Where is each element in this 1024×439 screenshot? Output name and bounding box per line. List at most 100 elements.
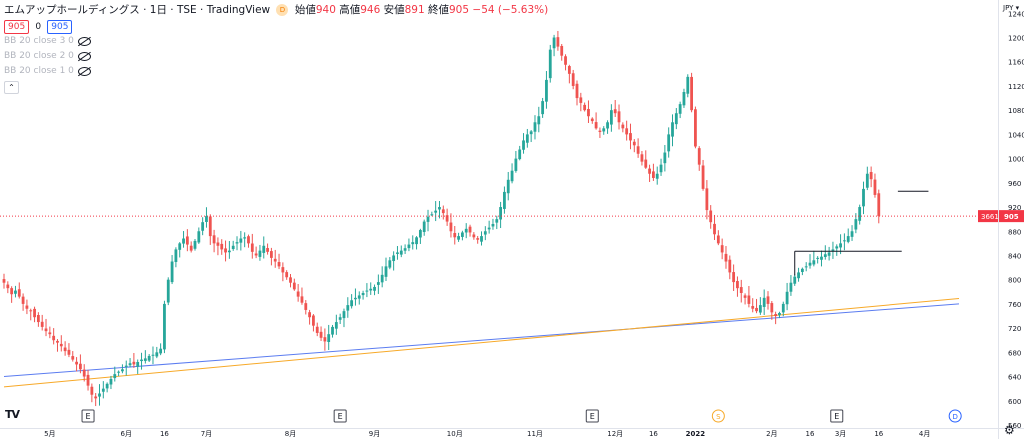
x-tick-label: 16 xyxy=(649,430,658,438)
x-tick-label: 12月 xyxy=(607,430,623,438)
candle-body xyxy=(816,257,820,259)
candle-body xyxy=(235,242,239,244)
candle-body xyxy=(625,128,629,135)
candle-body xyxy=(617,111,621,123)
chart-legend: エムアップホールディングス · 1日 · TSE · TradingView D… xyxy=(4,3,548,95)
candle-body xyxy=(132,361,136,365)
candle-body xyxy=(331,326,334,335)
candle-body xyxy=(52,335,56,341)
candle-body xyxy=(785,291,789,305)
candle-body xyxy=(678,104,682,114)
candle-body xyxy=(472,234,476,238)
plot-area xyxy=(0,0,998,428)
candle-body xyxy=(380,274,384,283)
candle-body xyxy=(426,216,430,222)
candle-body xyxy=(342,311,346,319)
candle-body xyxy=(403,248,407,251)
candle-body xyxy=(296,291,300,297)
candle-body xyxy=(277,262,281,267)
gear-icon[interactable]: ⚙ xyxy=(1004,423,1015,437)
candle-body xyxy=(376,282,380,285)
candle-body xyxy=(850,231,854,237)
candle-body xyxy=(541,101,545,115)
candle-body xyxy=(254,253,258,256)
candle-body xyxy=(655,173,659,179)
tradingview-logo-icon: TV xyxy=(5,408,20,421)
x-tick-label: 7月 xyxy=(201,430,212,438)
candle-body xyxy=(789,282,793,292)
candle-body xyxy=(14,290,17,294)
candle-body xyxy=(644,159,648,168)
candle-body xyxy=(159,348,163,354)
earnings-marker-label: E xyxy=(590,412,595,421)
candle-body xyxy=(525,134,529,143)
sell-price-box[interactable]: 905 xyxy=(4,20,30,34)
candle-body xyxy=(831,249,835,251)
candle-body xyxy=(812,260,816,265)
currency-label: JPY ▾ xyxy=(1002,4,1020,12)
candle-body xyxy=(357,295,361,299)
candle-body xyxy=(128,363,132,366)
candle-body xyxy=(839,243,842,248)
candle-body xyxy=(418,230,422,238)
candle-body xyxy=(178,243,182,250)
candle-body xyxy=(388,260,392,268)
candle-body xyxy=(774,314,778,317)
close-label: 終値 xyxy=(428,4,449,16)
candle-body xyxy=(724,253,728,262)
candle-body xyxy=(79,363,82,370)
x-tick-label: 9月 xyxy=(369,430,380,438)
candle-body xyxy=(483,231,487,235)
candle-body xyxy=(90,386,94,395)
candle-body xyxy=(640,154,644,162)
candle-body xyxy=(629,133,632,141)
y-tick-label: 720 xyxy=(1008,325,1021,333)
hidden-eye-icon[interactable] xyxy=(77,52,91,61)
candle-body xyxy=(556,37,560,47)
candle-body xyxy=(25,305,29,309)
candle-body xyxy=(94,396,98,399)
candle-body xyxy=(67,349,71,355)
buy-price-box[interactable]: 905 xyxy=(47,20,73,34)
y-tick-label: 640 xyxy=(1008,374,1021,382)
indicator-bb-1[interactable]: BB 20 close 1 0 xyxy=(4,64,548,79)
candle-body xyxy=(216,242,220,246)
candle-body xyxy=(686,76,690,94)
symbol-header[interactable]: エムアップホールディングス · 1日 · TSE · TradingView D… xyxy=(4,3,548,17)
candle-body xyxy=(701,165,705,189)
candle-body xyxy=(434,210,438,213)
candle-body xyxy=(751,306,755,309)
collapse-legend-button[interactable]: ⌃ xyxy=(4,81,19,94)
indicator-bb-3[interactable]: BB 20 close 3 0 xyxy=(4,34,548,49)
candle-body xyxy=(476,238,480,240)
candle-body xyxy=(667,134,671,152)
indicator-bb-2[interactable]: BB 20 close 2 0 xyxy=(4,49,548,64)
symbol-title: エムアップホールディングス · 1日 · TSE · TradingView xyxy=(4,4,271,16)
candle-body xyxy=(606,122,609,129)
candle-body xyxy=(369,288,373,291)
candle-body xyxy=(491,223,495,227)
hidden-eye-icon[interactable] xyxy=(77,67,91,76)
candle-body xyxy=(781,303,785,313)
y-tick-label: 560 xyxy=(1008,422,1021,430)
x-tick-label: 16 xyxy=(874,430,883,438)
interval-badge[interactable]: D xyxy=(276,4,289,16)
indicator-label: BB 20 close 3 0 xyxy=(4,36,74,46)
candle-body xyxy=(522,140,525,150)
candle-body xyxy=(407,244,411,249)
candle-body xyxy=(873,179,877,195)
x-tick-label: 16 xyxy=(160,430,169,438)
candle-body xyxy=(571,73,575,86)
earnings-marker xyxy=(81,409,95,423)
candle-body xyxy=(755,307,758,312)
hidden-eye-icon[interactable] xyxy=(77,37,91,46)
y-tick-label: 880 xyxy=(1008,228,1021,236)
candle-body xyxy=(758,305,762,313)
candle-body xyxy=(736,281,739,289)
candle-body xyxy=(537,116,541,125)
candle-body xyxy=(350,300,354,307)
candle-body xyxy=(793,276,797,284)
candle-body xyxy=(361,293,365,296)
candle-body xyxy=(514,158,518,171)
